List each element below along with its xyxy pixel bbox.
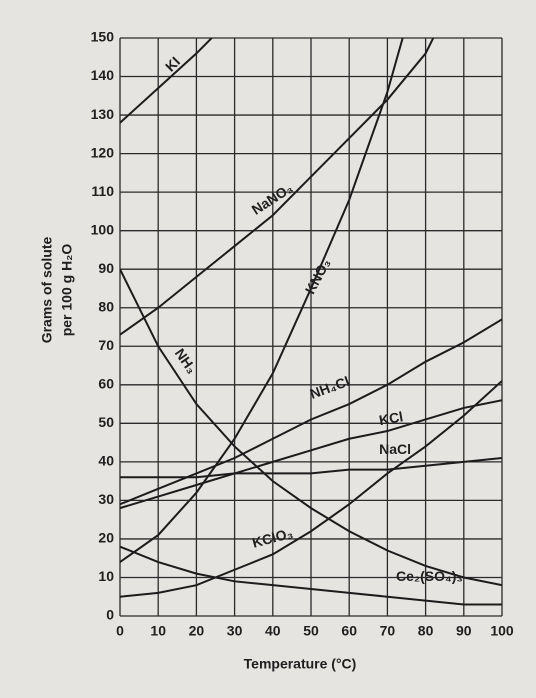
y-tick-label: 50	[98, 414, 114, 430]
x-tick-label: 30	[227, 623, 243, 639]
y-tick-label: 10	[98, 568, 114, 584]
y-tick-label: 100	[91, 221, 115, 237]
series-line	[120, 545, 502, 606]
x-axis-label: Temperature (°C)	[244, 656, 357, 672]
series-label: Ce₂(SO₄)₃	[396, 568, 463, 584]
series-line	[120, 457, 502, 479]
y-axis-label: Grams of solute	[39, 237, 55, 344]
x-tick-label: 40	[265, 623, 281, 639]
y-tick-label: 40	[98, 453, 114, 469]
y-tick-label: 20	[98, 530, 114, 546]
y-tick-label: 140	[91, 67, 115, 83]
y-tick-label: 120	[91, 144, 115, 160]
series-label: NaCl	[379, 441, 411, 457]
series-line	[120, 399, 502, 510]
series-line	[120, 380, 502, 598]
x-tick-label: 100	[490, 623, 514, 639]
x-tick-label: 70	[380, 623, 396, 639]
x-tick-label: 10	[150, 623, 166, 639]
series-line	[120, 268, 502, 587]
x-tick-label: 20	[189, 623, 205, 639]
series-label: KCl	[378, 408, 405, 428]
y-tick-label: 90	[98, 260, 114, 276]
y-tick-label: 70	[98, 337, 114, 353]
series-line	[120, 38, 435, 336]
y-axis-label: per 100 g H₂O	[59, 244, 75, 337]
y-tick-label: 150	[91, 29, 115, 45]
y-tick-label: 30	[98, 491, 114, 507]
x-tick-label: 50	[303, 623, 319, 639]
y-tick-label: 80	[98, 298, 114, 314]
x-tick-label: 60	[341, 623, 357, 639]
y-tick-label: 60	[98, 376, 114, 392]
y-tick-label: 110	[91, 183, 114, 199]
x-tick-label: 80	[418, 623, 434, 639]
y-tick-label: 130	[91, 106, 115, 122]
y-tick-label: 0	[106, 607, 114, 623]
series-line	[120, 38, 404, 563]
x-tick-label: 90	[456, 623, 472, 639]
x-tick-label: 0	[116, 623, 124, 639]
series-line	[120, 38, 213, 124]
series-line	[120, 318, 502, 506]
